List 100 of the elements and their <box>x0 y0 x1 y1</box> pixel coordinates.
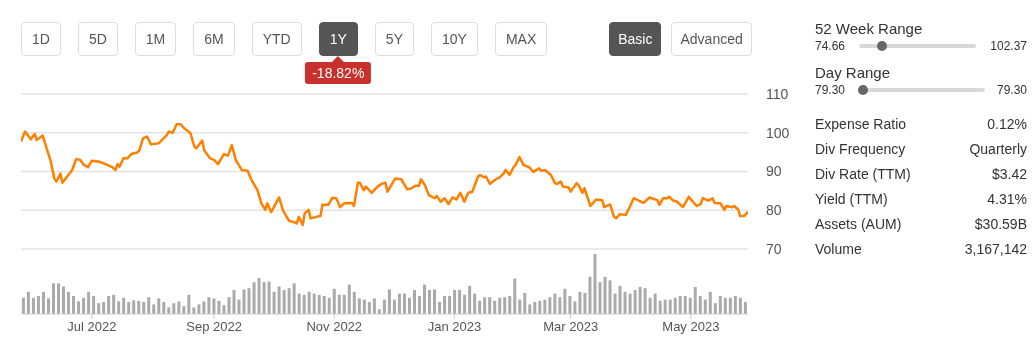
bar <box>237 299 241 314</box>
bar <box>738 297 742 314</box>
bar <box>533 302 537 314</box>
bar <box>62 286 66 314</box>
text: 79.30 <box>815 82 846 98</box>
bar <box>603 276 607 314</box>
bar <box>347 284 351 314</box>
bar <box>608 280 612 314</box>
bar <box>142 302 146 314</box>
bar <box>448 296 452 314</box>
bar <box>473 293 477 314</box>
bar <box>112 294 116 314</box>
bar <box>643 288 647 314</box>
bar <box>317 294 321 314</box>
bar <box>563 288 567 314</box>
x-tick-label: Nov 2022 <box>306 318 363 334</box>
x-tick-label: May 2023 <box>662 318 720 334</box>
bar <box>628 293 632 314</box>
bar <box>172 303 176 314</box>
bar <box>743 302 747 314</box>
bar <box>92 296 96 314</box>
text: Advanced <box>671 22 752 56</box>
text: 1Y <box>318 22 358 56</box>
text: 10Y <box>430 22 478 56</box>
bar <box>463 294 467 314</box>
bar <box>277 286 281 314</box>
bar <box>693 287 697 314</box>
bar <box>87 291 91 314</box>
bar <box>397 293 401 314</box>
text: Volume <box>815 240 862 259</box>
bar <box>342 294 346 314</box>
text: Yield (TTM) <box>815 190 888 209</box>
bar <box>683 296 687 314</box>
bar <box>458 290 462 314</box>
bar <box>187 294 191 314</box>
bar <box>182 306 186 314</box>
y-tick-label: 90 <box>766 163 782 180</box>
bar <box>453 290 457 314</box>
bar <box>648 297 652 314</box>
bar <box>297 293 301 314</box>
bar <box>36 296 40 314</box>
bar <box>508 296 512 314</box>
bar <box>673 297 677 314</box>
bar <box>613 293 617 314</box>
bar <box>593 254 597 314</box>
x-tick-label: Jan 2023 <box>427 318 482 334</box>
bar <box>302 294 306 314</box>
bar <box>97 303 101 314</box>
text: YTD <box>251 22 302 56</box>
bar <box>247 288 251 314</box>
bar <box>387 289 391 314</box>
bar <box>262 282 266 314</box>
bar <box>713 303 717 314</box>
bar <box>157 298 161 314</box>
text: Div Rate (TTM) <box>815 165 911 184</box>
bar <box>217 300 221 314</box>
bar <box>493 300 497 314</box>
text: Quarterly <box>969 140 1027 159</box>
bar <box>107 296 111 314</box>
bar <box>242 289 246 314</box>
bar <box>252 282 256 314</box>
bar <box>668 299 672 314</box>
text: $3.42 <box>991 165 1027 184</box>
text: Div Frequency <box>815 140 906 159</box>
bar <box>197 304 201 314</box>
bar <box>438 302 442 314</box>
text: Day Range <box>815 64 892 82</box>
text: 4.31% <box>987 190 1027 209</box>
bar <box>573 301 577 314</box>
bar <box>372 298 376 314</box>
bar <box>257 278 261 314</box>
bar <box>287 288 291 314</box>
bar <box>152 304 156 314</box>
bar <box>392 299 396 314</box>
bar <box>26 291 30 314</box>
bar <box>167 307 171 314</box>
bar <box>548 297 552 314</box>
bar <box>407 297 411 314</box>
bar <box>127 302 131 314</box>
bar <box>618 285 622 314</box>
bar <box>137 300 141 314</box>
bar <box>723 297 727 314</box>
bar <box>21 297 25 314</box>
bar <box>352 291 356 314</box>
bar <box>423 284 427 314</box>
bar <box>227 297 231 314</box>
bar <box>322 296 326 314</box>
bar <box>488 297 492 314</box>
bar <box>513 278 517 314</box>
text: Assets (AUM) <box>815 215 902 234</box>
bar <box>367 302 371 314</box>
line-series <box>21 122 748 227</box>
x-tick-label: Jul 2022 <box>67 318 117 334</box>
text: 6M <box>193 22 235 56</box>
bar <box>312 293 316 314</box>
bar <box>518 299 522 314</box>
bar <box>688 297 692 314</box>
bar <box>498 297 502 314</box>
bar <box>503 297 507 314</box>
text: 74.66 <box>815 38 846 54</box>
